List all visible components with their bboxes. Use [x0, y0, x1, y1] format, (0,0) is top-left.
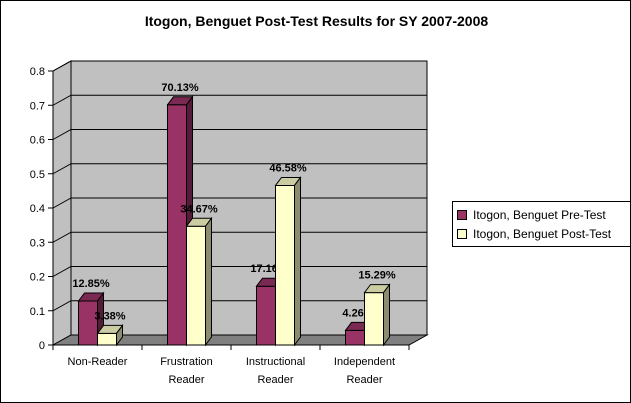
- x-tick-label: Reader: [168, 374, 204, 386]
- chart-title: Itogon, Benguet Post-Test Results for SY…: [144, 13, 489, 29]
- y-tick-label: 0.4: [30, 203, 45, 215]
- bar-front: [97, 332, 117, 346]
- data-label: 70.13%: [161, 82, 199, 94]
- bar: [363, 283, 391, 347]
- bar-side: [205, 216, 212, 347]
- y-tick-label: 0.6: [30, 135, 45, 147]
- gridline: [52, 300, 427, 312]
- x-tick-label: Independent: [334, 356, 395, 368]
- gridline: [52, 163, 427, 175]
- bar-front: [186, 225, 206, 346]
- x-tick-label: Non-Reader: [68, 356, 128, 368]
- gridline: [52, 94, 427, 106]
- bar-front: [256, 285, 276, 346]
- y-tick-label: 0.3: [30, 237, 45, 249]
- x-tick-label: Reader: [346, 374, 382, 386]
- bar-front: [167, 104, 187, 346]
- y-tick-label: 0.2: [30, 272, 45, 284]
- bar: [77, 291, 105, 347]
- gridline: [52, 129, 427, 140]
- legend-item-pre-test: Itogon, Benguet Pre-Test: [457, 205, 630, 224]
- data-label: 15.29%: [358, 270, 396, 282]
- x-tick-label: Frustration: [160, 356, 213, 368]
- bar-front: [364, 292, 384, 346]
- bar: [185, 216, 213, 347]
- bar: [274, 175, 302, 347]
- bar-front: [345, 329, 365, 346]
- gridline: [52, 231, 427, 243]
- data-label: 12.85%: [72, 278, 110, 290]
- y-tick-label: 0.5: [30, 169, 45, 181]
- y-tick-label: 0.7: [30, 100, 45, 112]
- legend-item-post-test: Itogon, Benguet Post-Test: [457, 224, 630, 243]
- legend-label-post-test: Itogon, Benguet Post-Test: [473, 226, 612, 241]
- gridline: [52, 266, 427, 277]
- y-tick-label: 0.8: [30, 66, 45, 78]
- bar-side: [294, 175, 301, 347]
- bar-front: [275, 184, 295, 346]
- data-label: 34.67%: [180, 203, 218, 215]
- data-label: 46.58%: [269, 162, 307, 174]
- legend: Itogon, Benguet Pre-Test Itogon, Benguet…: [452, 201, 630, 247]
- y-tick-label: 0: [39, 340, 45, 352]
- x-tick-label: Instructional: [246, 356, 305, 368]
- bar-side: [383, 283, 390, 347]
- legend-swatch-pre-test: [457, 209, 467, 220]
- y-tick-label: 0.1: [30, 306, 45, 318]
- bar-front: [78, 300, 98, 346]
- legend-label-pre-test: Itogon, Benguet Pre-Test: [473, 207, 606, 222]
- data-label: 3.38%: [94, 310, 125, 322]
- gridline: [52, 60, 427, 72]
- gridline: [52, 197, 427, 209]
- legend-swatch-post-test: [457, 228, 467, 239]
- bar: [96, 323, 124, 347]
- bar-side: [116, 323, 123, 347]
- x-tick-label: Reader: [257, 374, 293, 386]
